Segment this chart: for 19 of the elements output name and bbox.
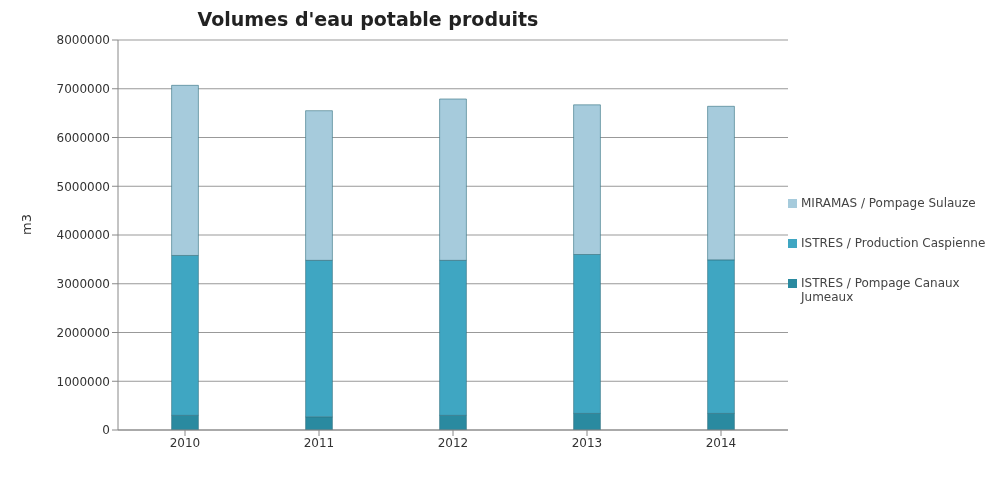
chart-title: Volumes d'eau potable produits — [196, 8, 540, 30]
x-tick-label: 2013 — [571, 435, 603, 450]
x-tick-label: 2010 — [169, 435, 201, 450]
legend-label: ISTRES / Production Caspienne — [801, 236, 986, 250]
legend-label: MIRAMAS / Pompage Sulauze — [801, 196, 976, 210]
y-tick-label: 6000000 — [56, 130, 110, 145]
y-tick-label: 4000000 — [56, 228, 110, 243]
y-tick-label: 5000000 — [56, 179, 110, 194]
x-tick-label: 2012 — [437, 435, 469, 450]
y-tick-label: 3000000 — [56, 277, 110, 292]
y-tick-label: 1000000 — [56, 374, 110, 389]
x-tick-label: 2011 — [303, 435, 335, 450]
x-tick-label: 2014 — [705, 435, 737, 450]
y-tick-label: 8000000 — [56, 33, 110, 48]
legend-label: ISTRES / Pompage Canaux Jumeaux — [801, 276, 961, 304]
y-tick-label: 7000000 — [56, 82, 110, 97]
y-axis-title: m3 — [18, 214, 34, 235]
y-tick-label: 0 — [102, 423, 110, 438]
y-tick-label: 2000000 — [56, 325, 110, 340]
